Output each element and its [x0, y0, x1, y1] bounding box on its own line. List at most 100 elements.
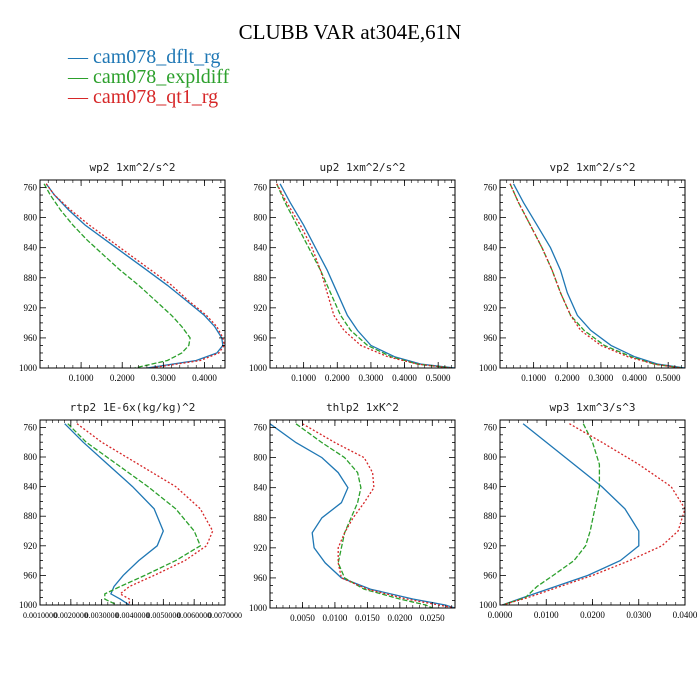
series-line-0-0: [45, 183, 224, 368]
y-tick-label-1-6: 1000: [249, 363, 268, 373]
legend-line-2: —: [68, 86, 93, 108]
y-tick-label-5-2: 840: [484, 482, 498, 492]
legend-item-0: — cam078_dflt_rg: [68, 46, 220, 68]
y-tick-label-4-1: 800: [254, 453, 268, 463]
x-tick-label-0-3: 0.4000: [192, 373, 217, 383]
x-tick-label-4-0: 0.0050: [290, 613, 315, 623]
y-tick-label-3-4: 920: [24, 541, 38, 551]
panel-0: wp2 1xm^2/s^2 760 800 840 880 920 960 1000 0.100…: [19, 161, 226, 383]
y-tick-label-1-0: 760: [254, 183, 268, 193]
y-tick-label-3-0: 760: [24, 422, 38, 432]
panel-title-3: rtp2 1E-6x(kg/kg)^2: [70, 401, 196, 414]
x-tick-label-4-1: 0.0100: [323, 613, 348, 623]
panel-3: rtp2 1E-6x(kg/kg)^2 760 800 840 880 920 960 100…: [19, 401, 242, 620]
series-line-5-1: [502, 423, 601, 605]
panel-frame-4: [269, 419, 456, 609]
y-tick-label-4-0: 760: [254, 423, 268, 433]
y-tick-label-2-5: 960: [484, 333, 498, 343]
x-tick-label-2-0: 0.1000: [521, 373, 546, 383]
x-tick-label-3-3: 0.0040000: [116, 611, 150, 620]
y-tick-label-0-3: 880: [24, 273, 38, 283]
legend-label-1: cam078_expldiff: [93, 66, 230, 88]
y-tick-label-2-1: 800: [484, 213, 498, 223]
series-line-0-2: [45, 183, 225, 368]
x-tick-label-5-0: 0.0000: [488, 610, 513, 620]
panel-frame-1: [269, 179, 456, 369]
y-tick-label-2-4: 920: [484, 303, 498, 313]
panel-title-1: up2 1xm^2/s^2: [319, 161, 405, 174]
panel-4: thlp2 1xK^2 760 800 840 880 920 960 1000 0.0050 0…: [249, 401, 456, 623]
y-tick-label-1-2: 840: [254, 243, 268, 253]
panel-title-2: vp2 1xm^2/s^2: [549, 161, 635, 174]
series-line-2-0: [512, 183, 685, 368]
y-tick-label-3-3: 880: [24, 511, 38, 521]
x-tick-label-0-2: 0.3000: [151, 373, 176, 383]
legend-item-1: — cam078_expldiff: [68, 66, 229, 88]
y-tick-label-1-3: 880: [254, 273, 268, 283]
y-tick-label-2-2: 840: [484, 243, 498, 253]
y-tick-label-5-1: 800: [484, 452, 498, 462]
x-tick-label-0-0: 0.1000: [69, 373, 94, 383]
y-tick-label-5-5: 960: [484, 570, 498, 580]
panel-frame-0: [39, 179, 226, 369]
y-tick-label-1-5: 960: [254, 333, 268, 343]
x-tick-label-3-5: 0.0060000: [177, 611, 211, 620]
series-line-3-2: [76, 423, 214, 605]
x-tick-label-1-4: 0.5000: [426, 373, 451, 383]
legend-line-0: —: [68, 46, 93, 68]
x-tick-label-5-2: 0.0200: [580, 610, 605, 620]
y-tick-label-2-0: 760: [484, 183, 498, 193]
panel-5: wp3 1xm^3/s^3 760 800 840 880 920 960 10000.000…: [479, 401, 698, 620]
y-tick-label-3-6: 1000: [19, 600, 38, 610]
y-tick-label-5-4: 920: [484, 541, 498, 551]
y-tick-label-4-4: 920: [254, 543, 268, 553]
y-tick-label-4-3: 880: [254, 513, 268, 523]
series-line-5-2: [502, 423, 685, 605]
legend-line-1: —: [68, 66, 93, 88]
y-tick-label-0-2: 840: [24, 243, 38, 253]
x-tick-label-5-1: 0.0100: [534, 610, 559, 620]
series-line-3-0: [64, 423, 165, 605]
series-line-2-2: [509, 183, 682, 368]
x-tick-label-2-2: 0.3000: [589, 373, 614, 383]
x-tick-label-2-3: 0.4000: [622, 373, 647, 383]
y-tick-label-5-3: 880: [484, 511, 498, 521]
panel-frame-3: [39, 419, 226, 606]
y-tick-label-4-2: 840: [254, 483, 268, 493]
series-line-4-0: [270, 423, 455, 608]
series-line-0-1: [43, 183, 191, 368]
y-tick-label-4-5: 960: [254, 573, 268, 583]
y-tick-label-0-6: 1000: [19, 363, 38, 373]
x-tick-label-3-0: 0.0010000: [23, 611, 57, 620]
y-tick-label-1-1: 800: [254, 213, 268, 223]
main-title: CLUBB VAR at304E,61N: [238, 20, 462, 44]
series-line-1-0: [279, 183, 455, 368]
panel-2: vp2 1xm^2/s^2 760 800 840 880 920 960 1000 0.100…: [479, 161, 686, 383]
legend-item-2: — cam078_qt1_rg: [68, 86, 218, 108]
x-tick-label-3-1: 0.0020000: [54, 611, 88, 620]
x-tick-label-3-2: 0.0030000: [85, 611, 119, 620]
y-tick-label-0-0: 760: [24, 183, 38, 193]
x-tick-label-5-4: 0.0400: [673, 610, 698, 620]
x-tick-label-1-0: 0.1000: [291, 373, 316, 383]
series-line-3-1: [67, 423, 202, 605]
x-tick-label-1-1: 0.2000: [325, 373, 350, 383]
panel-1: up2 1xm^2/s^2 760 800 840 880 920 960 1000 0.100…: [249, 161, 456, 383]
y-tick-label-0-5: 960: [24, 333, 38, 343]
x-tick-label-4-2: 0.0150: [355, 613, 380, 623]
y-tick-label-3-5: 960: [24, 570, 38, 580]
series-line-2-1: [509, 183, 682, 368]
y-tick-label-5-6: 1000: [479, 600, 498, 610]
x-tick-label-1-3: 0.4000: [392, 373, 417, 383]
x-tick-label-2-1: 0.2000: [555, 373, 580, 383]
panel-title-0: wp2 1xm^2/s^2: [89, 161, 175, 174]
y-tick-label-2-3: 880: [484, 273, 498, 283]
series-line-4-2: [302, 423, 455, 608]
y-tick-label-3-2: 840: [24, 482, 38, 492]
panel-frame-2: [499, 179, 686, 369]
y-tick-label-0-1: 800: [24, 213, 38, 223]
x-tick-label-1-2: 0.3000: [359, 373, 384, 383]
y-tick-label-4-6: 1000: [249, 603, 268, 613]
series-line-1-1: [276, 183, 452, 368]
